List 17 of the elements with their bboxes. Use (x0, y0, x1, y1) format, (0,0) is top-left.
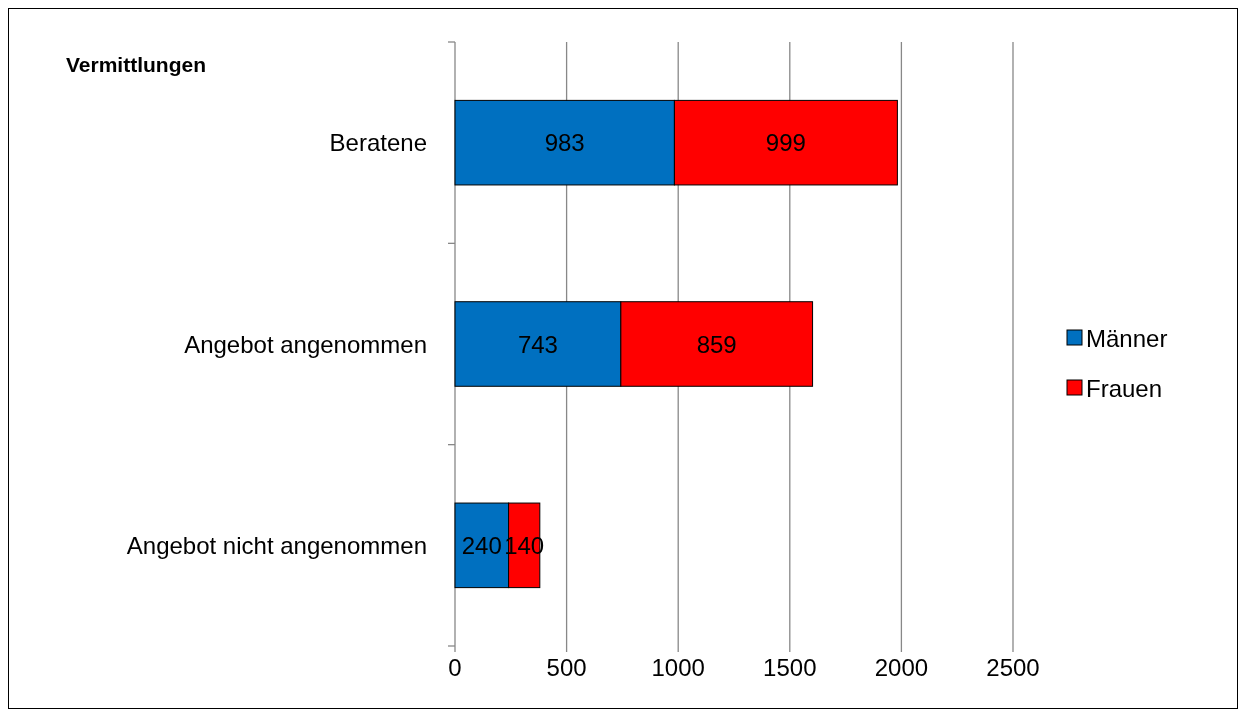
data-label: 743 (517, 330, 558, 358)
x-tick-label: 500 (546, 654, 587, 681)
legend-label: Männer (1086, 324, 1168, 352)
x-tick-label: 1500 (763, 654, 817, 681)
y-tick-label: Angebot angenommen (184, 330, 427, 358)
x-tick-label: 1000 (651, 654, 705, 681)
y-tick-label: Angebot nicht angenommen (126, 531, 427, 559)
x-tick-label: 2000 (874, 654, 929, 681)
data-label: 999 (765, 129, 806, 157)
data-label: 983 (544, 129, 585, 157)
data-label: 859 (696, 330, 737, 358)
y-tick-label: Beratene (329, 129, 427, 157)
legend-label: Frauen (1086, 374, 1163, 402)
x-tick-label: 0 (448, 654, 462, 681)
data-label: 240 (461, 531, 502, 559)
x-tick-label: 2500 (986, 654, 1040, 681)
text: Vermittlungen (66, 53, 207, 76)
